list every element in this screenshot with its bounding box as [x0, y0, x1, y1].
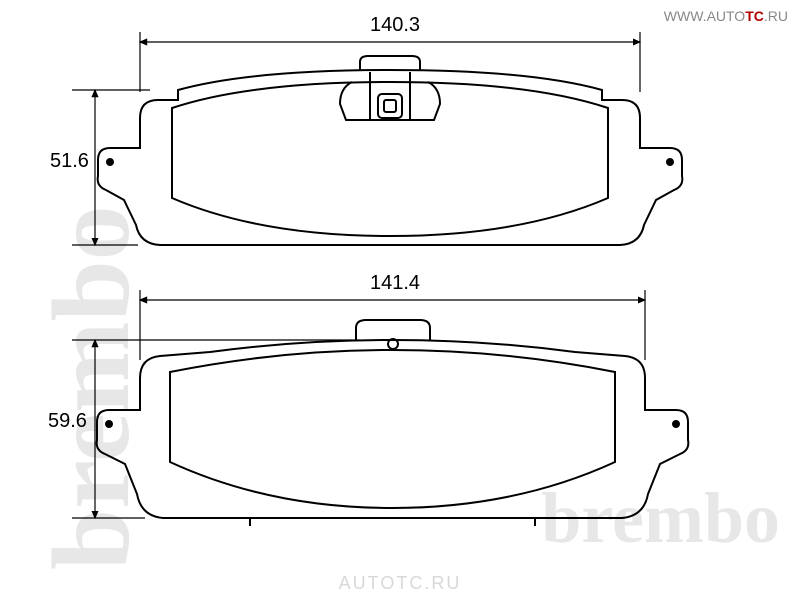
- technical-drawing: [0, 0, 800, 600]
- top-brake-pad: [98, 56, 683, 245]
- dim-bottom-height: [72, 340, 360, 518]
- bottom-brake-pad: [97, 320, 689, 526]
- label-bottom-height: 59.6: [48, 410, 87, 433]
- label-bottom-width: 141.4: [370, 272, 420, 295]
- label-top-width: 140.3: [370, 14, 420, 37]
- label-top-height: 51.6: [50, 150, 89, 173]
